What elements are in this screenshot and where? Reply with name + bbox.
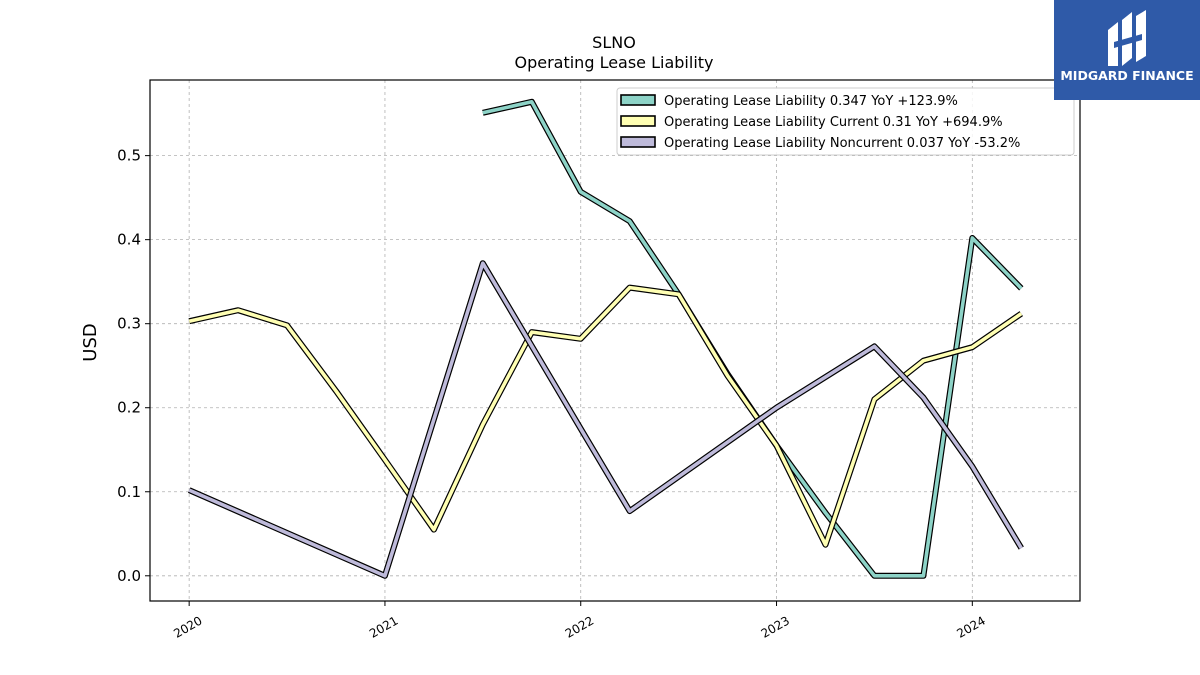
legend-swatch-1: [620, 115, 656, 127]
legend-entry-0: Operating Lease Liability 0.347 YoY +123…: [664, 94, 958, 109]
y-tick-label: 0.5: [117, 147, 141, 165]
y-tick-label: 0.4: [117, 231, 141, 249]
x-tick-label: 2020: [171, 613, 204, 640]
legend-swatch-0: [620, 94, 656, 106]
y-axis-ticks: 0.0 0.1 0.2 0.3 0.4 0.5: [117, 147, 150, 585]
x-axis-ticks: 2020 2021 2022 2023 2024: [171, 601, 988, 641]
chart-subtitle: Operating Lease Liability: [514, 53, 713, 72]
brand-name: MIDGARD FINANCE: [1060, 68, 1194, 83]
y-tick-label: 0.3: [117, 315, 141, 333]
legend-swatch-2: [620, 136, 656, 148]
y-tick-label: 0.0: [117, 567, 141, 585]
brand-logo-icon: [1108, 10, 1146, 66]
legend-box: [616, 87, 1075, 156]
x-tick-label: 2022: [563, 613, 596, 640]
x-tick-label: 2024: [954, 613, 987, 640]
grid: [150, 80, 1080, 601]
series-line-1: [188, 285, 1023, 547]
series-lines: [187, 98, 1024, 579]
series-outline-1: [188, 284, 1023, 548]
y-tick-label: 0.2: [117, 399, 141, 417]
legend-entry-2: Operating Lease Liability Noncurrent 0.0…: [664, 136, 1020, 151]
plot-frame: [149, 79, 1081, 602]
legend: Operating Lease Liability 0.347 YoY +123…: [616, 87, 1075, 156]
legend-entry-1: Operating Lease Liability Current 0.31 Y…: [664, 115, 1003, 130]
y-tick-label: 0.1: [117, 483, 141, 501]
series-line-2: [188, 261, 1023, 578]
x-tick-label: 2021: [367, 613, 400, 640]
x-tick-label: 2023: [759, 613, 792, 640]
brand-logo-box: MIDGARD FINANCE: [1054, 0, 1200, 100]
y-axis-label: USD: [80, 323, 101, 361]
chart-title: SLNO: [592, 33, 636, 52]
